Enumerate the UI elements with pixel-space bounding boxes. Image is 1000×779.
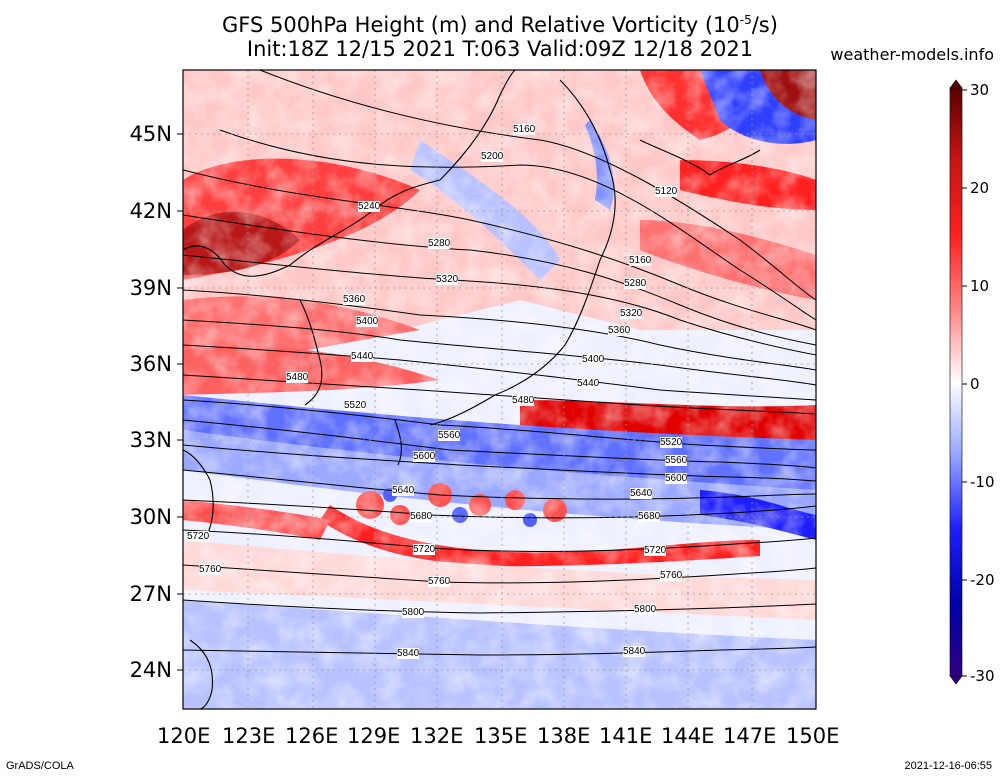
lon-tick-label: 120E [157, 724, 211, 748]
lon-tick-label: 138E [537, 724, 591, 748]
lat-tick-label: 30N [129, 505, 172, 529]
colorbar-label: 0 [970, 375, 980, 393]
lon-tick-label: 144E [661, 724, 715, 748]
lon-tick-label: 123E [222, 724, 276, 748]
colorbar [949, 79, 967, 685]
colorbar-label: 30 [970, 81, 990, 99]
colorbar-label: -20 [970, 571, 995, 589]
lon-tick-label: 132E [410, 724, 464, 748]
lon-tick-label: 135E [474, 724, 528, 748]
lat-tick-label: 33N [129, 428, 172, 452]
map-frame [182, 69, 817, 710]
lon-tick-label: 150E [786, 724, 840, 748]
lat-tick-label: 36N [129, 352, 172, 376]
footer-timestamp: 2021-12-16-06:55 [904, 760, 992, 772]
lon-tick-label: 129E [347, 724, 401, 748]
lat-tick-label: 24N [129, 658, 172, 682]
site-label: weather-models.info [830, 45, 994, 64]
chart-subtitle: Init:18Z 12/15 2021 T:063 Valid:09Z 12/1… [246, 37, 754, 61]
graticule [183, 70, 816, 709]
lat-tick-label: 27N [129, 582, 172, 606]
lon-tick-label: 126E [285, 724, 339, 748]
lon-tick-label: 147E [723, 724, 777, 748]
axis-ticks [177, 133, 183, 671]
lon-tick-label: 141E [599, 724, 653, 748]
colorbar-label: -30 [970, 667, 995, 685]
lat-tick-label: 45N [129, 122, 172, 146]
colorbar-label: 20 [970, 179, 990, 197]
footer-credit: GrADS/COLA [6, 760, 74, 772]
colorbar-label: -10 [970, 473, 995, 491]
lat-tick-label: 39N [129, 276, 172, 300]
chart-title: GFS 500hPa Height (m) and Relative Vorti… [222, 13, 778, 37]
colorbar-label: 10 [970, 277, 990, 295]
lat-tick-label: 42N [129, 199, 172, 223]
